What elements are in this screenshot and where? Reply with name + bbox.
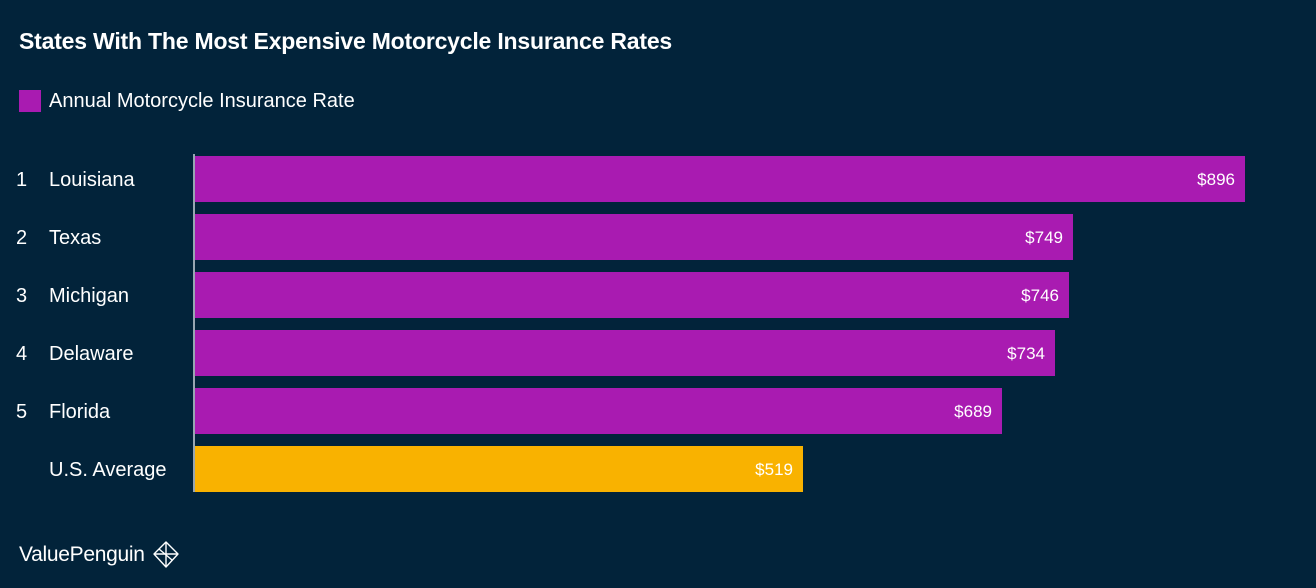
bar-value-label: $689: [954, 402, 992, 421]
bar-value-label: $734: [1007, 344, 1045, 363]
brand: ValuePenguin: [19, 540, 181, 570]
bar-value-label: $749: [1025, 228, 1063, 247]
rank-label: 2: [16, 227, 27, 249]
bar-value-label: $896: [1197, 170, 1235, 189]
chart-legend: Annual Motorcycle Insurance Rate: [19, 88, 355, 114]
bar-us-average: [195, 446, 803, 492]
category-label: Michigan: [49, 285, 129, 307]
category-label: U.S. Average: [49, 459, 166, 481]
category-label: Florida: [49, 401, 111, 423]
rank-label: 5: [16, 401, 27, 423]
rank-label: 3: [16, 285, 27, 307]
bar-value-label: $746: [1021, 286, 1059, 305]
bar: [195, 388, 1002, 434]
bar: [195, 272, 1069, 318]
bar: [195, 330, 1055, 376]
rank-label: 1: [16, 169, 27, 191]
legend-label: Annual Motorcycle Insurance Rate: [49, 89, 355, 112]
bar: [195, 156, 1245, 202]
bar: [195, 214, 1073, 260]
bar-value-label: $519: [755, 460, 793, 479]
brand-name: ValuePenguin: [19, 543, 145, 566]
category-label: Louisiana: [49, 169, 136, 191]
valuepenguin-logo-icon: [152, 541, 179, 568]
category-label: Texas: [49, 227, 101, 249]
legend-swatch: [19, 90, 41, 112]
category-label: Delaware: [49, 343, 133, 365]
rank-label: 4: [16, 343, 27, 365]
chart-title: States With The Most Expensive Motorcycl…: [19, 28, 673, 54]
